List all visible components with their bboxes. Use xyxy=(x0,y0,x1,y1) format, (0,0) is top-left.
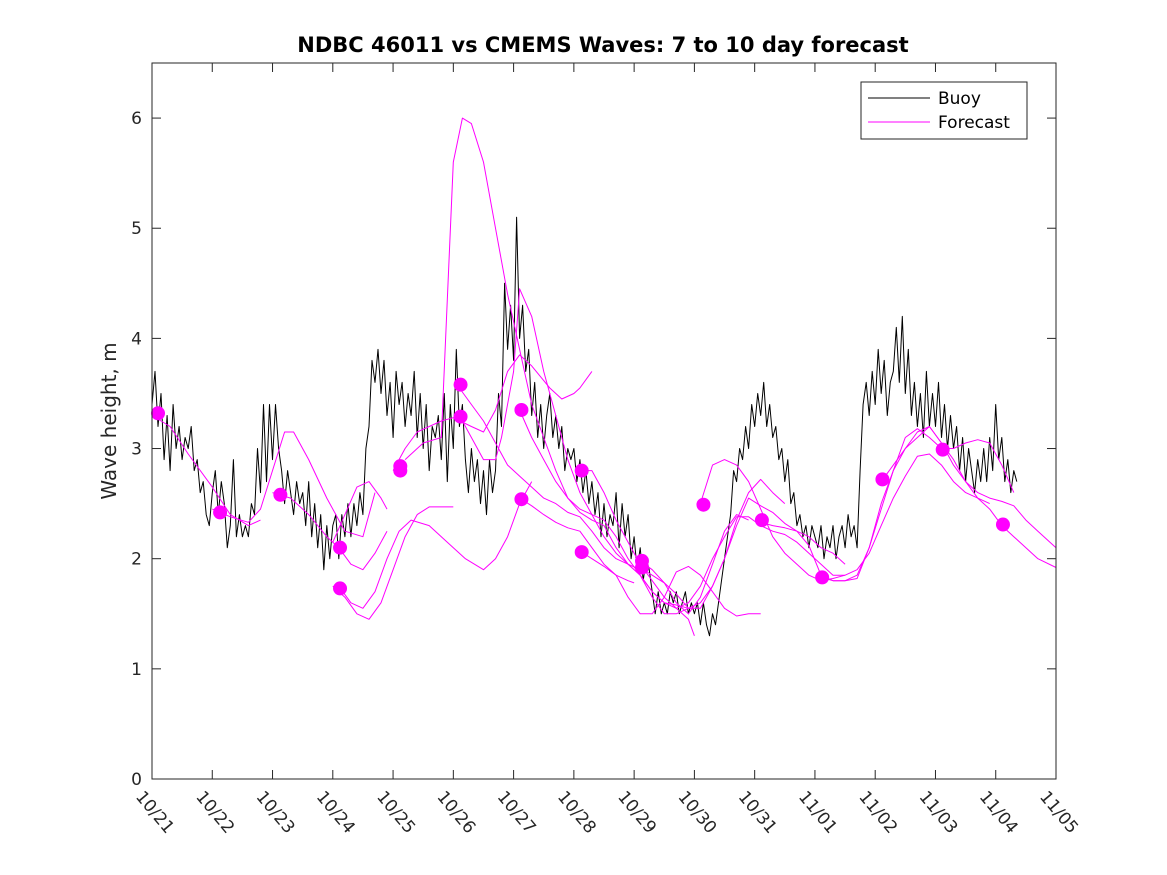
y-tick-label: 4 xyxy=(131,329,142,349)
forecast-series-line xyxy=(880,426,1057,568)
legend-forecast-label: Forecast xyxy=(938,113,1010,133)
forecast-series-line xyxy=(404,117,641,571)
forecast-start-marker xyxy=(333,581,348,596)
forecast-start-marker xyxy=(151,406,166,421)
forecast-series-line xyxy=(332,481,388,543)
forecast-start-marker xyxy=(995,517,1010,532)
plot-frame xyxy=(151,62,1057,780)
forecast-start-marker xyxy=(634,560,649,575)
forecast-series-line xyxy=(579,550,635,584)
y-axis-label: Wave height, m xyxy=(97,342,121,499)
y-tick-label: 1 xyxy=(131,660,142,680)
forecast-start-marker xyxy=(574,545,589,560)
forecast-start-marker xyxy=(696,497,711,512)
forecast-series-line xyxy=(639,497,846,609)
plot-area xyxy=(152,63,1056,779)
series-layer xyxy=(151,117,1057,637)
forecast-start-marker xyxy=(333,540,348,555)
buoy-series-line xyxy=(151,216,1018,637)
forecast-start-marker xyxy=(514,402,529,417)
forecast-series-line xyxy=(519,497,761,617)
forecast-start-marker xyxy=(574,463,589,478)
forecast-start-marker xyxy=(273,487,288,502)
chart-title: NDBC 46011 vs CMEMS Waves: 7 to 10 day f… xyxy=(297,33,908,57)
forecast-start-marker xyxy=(754,513,769,528)
y-tick-label: 5 xyxy=(131,219,142,239)
forecast-start-marker xyxy=(453,377,468,392)
forecast-series-line xyxy=(212,431,376,538)
forecast-series-line xyxy=(519,409,786,615)
forecast-series-line xyxy=(639,514,749,615)
legend-box xyxy=(860,81,1028,140)
legend: Buoy Forecast xyxy=(860,81,1028,140)
forecast-start-marker xyxy=(935,442,950,457)
forecast-start-marker xyxy=(514,492,529,507)
forecast-start-marker xyxy=(213,505,228,520)
forecast-series-line xyxy=(332,506,454,620)
y-axis: 0 1 2 3 4 5 6 xyxy=(131,109,1056,790)
forecast-series-line xyxy=(579,470,846,609)
forecast-series-line xyxy=(699,453,990,582)
forecast-series-line xyxy=(151,415,261,527)
forecast-series-line xyxy=(760,428,1015,582)
y-tick-label: 2 xyxy=(131,550,142,570)
forecast-series-line xyxy=(338,481,533,609)
legend-buoy-label: Buoy xyxy=(938,89,981,109)
forecast-series-line xyxy=(392,354,593,471)
forecast-start-marker xyxy=(815,570,830,585)
y-tick-label: 0 xyxy=(131,770,142,790)
forecast-start-marker xyxy=(393,459,408,474)
forecast-start-marker xyxy=(453,409,468,424)
y-tick-label: 6 xyxy=(131,109,142,129)
y-tick-label: 3 xyxy=(131,440,142,460)
forecast-series-line xyxy=(458,288,695,636)
forecast-start-marker xyxy=(875,472,890,487)
